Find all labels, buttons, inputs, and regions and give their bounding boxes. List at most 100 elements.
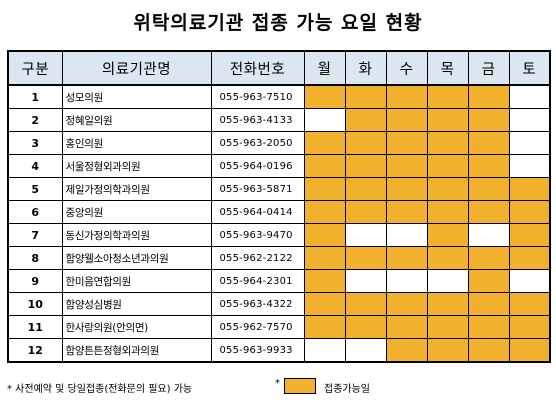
row-number: 4	[7, 154, 63, 178]
day-cell-wed	[385, 131, 428, 155]
day-cell-wed	[385, 108, 428, 132]
clinic-phone: 055-964-0196	[210, 154, 305, 178]
day-cell-mon	[303, 154, 346, 178]
day-cell-wed	[385, 292, 428, 316]
clinic-phone: 055-963-4322	[210, 292, 305, 316]
row-number: 7	[7, 223, 63, 247]
day-cell-mon	[303, 246, 346, 270]
row-number: 11	[7, 315, 63, 339]
header-day-sat: 토	[508, 50, 551, 86]
header-row: 구분 의료기관명 전화번호 월 화 수 목 금 토	[7, 50, 551, 86]
table-row: 1 성모의원 055-963-7510	[7, 84, 551, 109]
row-number: 10	[7, 292, 63, 316]
day-cell-sat	[508, 154, 551, 178]
header-name: 의료기관명	[61, 50, 212, 86]
clinic-name: 중앙의원	[61, 200, 212, 224]
day-cell-mon	[303, 223, 346, 247]
day-cell-mon	[303, 200, 346, 224]
day-cell-fri	[467, 84, 510, 109]
clinic-phone: 055-962-7570	[210, 315, 305, 339]
day-cell-tue	[344, 200, 387, 224]
day-cell-mon	[303, 269, 346, 293]
clinic-phone: 055-963-4133	[210, 108, 305, 132]
day-cell-mon	[303, 108, 346, 132]
clinic-phone: 055-964-2301	[210, 269, 305, 293]
header-day-wed: 수	[385, 50, 428, 86]
day-cell-thu	[426, 338, 469, 363]
clinic-name: 정혜일의원	[61, 108, 212, 132]
day-cell-fri	[467, 292, 510, 316]
day-cell-tue	[344, 338, 387, 363]
day-cell-sat	[508, 84, 551, 109]
clinic-phone: 055-963-5871	[210, 177, 305, 201]
day-cell-wed	[385, 200, 428, 224]
table-row: 5 제일가정의학과의원 055-963-5871	[7, 177, 551, 201]
legend-swatch	[284, 378, 316, 394]
day-cell-fri	[467, 177, 510, 201]
day-cell-thu	[426, 246, 469, 270]
day-cell-wed	[385, 223, 428, 247]
clinic-name: 한미음연합의원	[61, 269, 212, 293]
row-number: 5	[7, 177, 63, 201]
day-cell-wed	[385, 315, 428, 339]
clinic-name: 동신가정의학과의원	[61, 223, 212, 247]
footnote-note: * 사전예약 및 당일접종(전화문의 필요) 가능	[7, 384, 193, 395]
row-number: 8	[7, 246, 63, 270]
clinic-phone: 055-963-9933	[210, 338, 305, 363]
day-cell-tue	[344, 292, 387, 316]
header-day-mon: 월	[303, 50, 346, 86]
header-phone: 전화번호	[210, 50, 305, 86]
day-cell-fri	[467, 200, 510, 224]
day-cell-mon	[303, 84, 346, 109]
day-cell-tue	[344, 269, 387, 293]
table-row: 11 한사랑의원(안의면) 055-962-7570	[7, 315, 551, 339]
clinic-name: 한사랑의원(안의면)	[61, 315, 212, 339]
day-cell-thu	[426, 200, 469, 224]
day-cell-tue	[344, 315, 387, 339]
day-cell-thu	[426, 269, 469, 293]
day-cell-tue	[344, 131, 387, 155]
day-cell-tue	[344, 108, 387, 132]
day-cell-fri	[467, 131, 510, 155]
table-row: 12 함양튼튼정형외과의원 055-963-9933	[7, 338, 551, 363]
day-cell-thu	[426, 292, 469, 316]
day-cell-tue	[344, 246, 387, 270]
day-cell-sat	[508, 200, 551, 224]
day-cell-fri	[467, 108, 510, 132]
day-cell-tue	[344, 177, 387, 201]
day-cell-sat	[508, 269, 551, 293]
day-cell-mon	[303, 177, 346, 201]
legend-marker: *	[275, 378, 280, 389]
day-cell-wed	[385, 84, 428, 109]
header-day-thu: 목	[426, 50, 469, 86]
row-number: 6	[7, 200, 63, 224]
clinic-name: 성모의원	[61, 84, 212, 109]
clinic-phone: 055-963-2050	[210, 131, 305, 155]
vaccination-schedule-table: 구분 의료기관명 전화번호 월 화 수 목 금 토 1 성모의원 055-963-7…	[7, 50, 551, 363]
table-body: 1 성모의원 055-963-7510 2 정혜일의원 055-963-4133 3 홍인의원…	[7, 84, 551, 363]
day-cell-thu	[426, 154, 469, 178]
day-cell-thu	[426, 131, 469, 155]
day-cell-fri	[467, 154, 510, 178]
day-cell-thu	[426, 177, 469, 201]
header-day-tue: 화	[344, 50, 387, 86]
clinic-name: 홍인의원	[61, 131, 212, 155]
table-row: 10 함양성심병원 055-963-4322	[7, 292, 551, 316]
table-row: 6 중앙의원 055-964-0414	[7, 200, 551, 224]
clinic-name: 제일가정의학과의원	[61, 177, 212, 201]
table-row: 3 홍인의원 055-963-2050	[7, 131, 551, 155]
day-cell-wed	[385, 154, 428, 178]
clinic-name: 서울정형외과의원	[61, 154, 212, 178]
day-cell-fri	[467, 315, 510, 339]
day-cell-fri	[467, 338, 510, 363]
day-cell-mon	[303, 315, 346, 339]
row-number: 9	[7, 269, 63, 293]
legend-label: 접종가능일	[324, 384, 370, 395]
row-number: 1	[7, 84, 63, 109]
day-cell-tue	[344, 154, 387, 178]
table-row: 9 한미음연합의원 055-964-2301	[7, 269, 551, 293]
clinic-name: 함양웰소아청소년과의원	[61, 246, 212, 270]
table-row: 4 서울정형외과의원 055-964-0196	[7, 154, 551, 178]
day-cell-fri	[467, 269, 510, 293]
clinic-phone: 055-964-0414	[210, 200, 305, 224]
